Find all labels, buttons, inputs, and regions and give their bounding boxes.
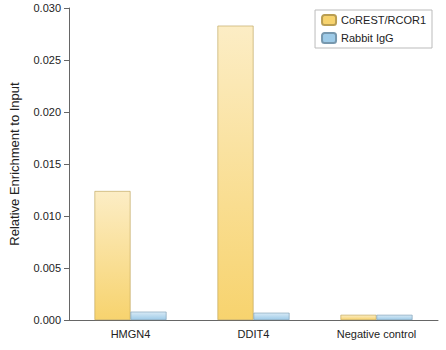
svg-text:0.020: 0.020: [33, 106, 61, 118]
svg-text:DDIT4: DDIT4: [238, 328, 270, 340]
svg-text:Relative Enrichment to Input: Relative Enrichment to Input: [7, 82, 22, 246]
svg-text:CoREST/RCOR1: CoREST/RCOR1: [341, 14, 426, 26]
svg-text:0.005: 0.005: [33, 262, 61, 274]
svg-text:0.010: 0.010: [33, 210, 61, 222]
svg-text:0.025: 0.025: [33, 54, 61, 66]
svg-text:HMGN4: HMGN4: [111, 328, 151, 340]
svg-text:0.000: 0.000: [33, 314, 61, 326]
svg-text:Rabbit IgG: Rabbit IgG: [341, 32, 394, 44]
svg-text:Negative control: Negative control: [337, 328, 417, 340]
svg-text:0.030: 0.030: [33, 2, 61, 14]
svg-text:0.015: 0.015: [33, 158, 61, 170]
